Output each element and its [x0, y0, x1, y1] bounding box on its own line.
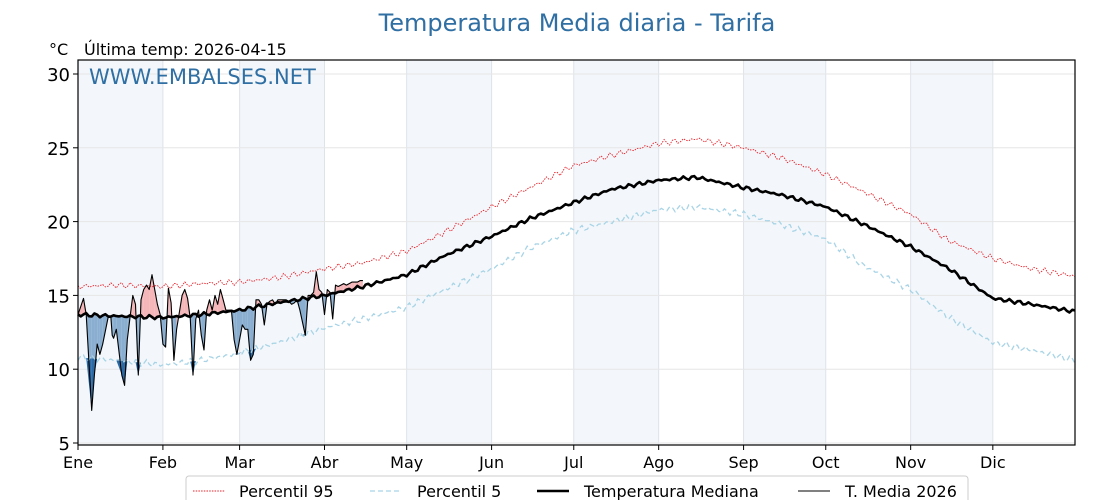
plot-frame: [77, 59, 1076, 446]
legend-label-median: Temperatura Mediana: [583, 482, 759, 500]
fill-below-p5: [299, 333, 306, 336]
fill-above-median: [340, 283, 344, 292]
x-tick-label: May: [390, 453, 423, 472]
fill-above-median: [351, 282, 355, 290]
x-tick-label: Jul: [563, 453, 583, 472]
x-tick-label: Ene: [63, 453, 93, 472]
series-line-p5: [77, 203, 1076, 368]
y-tick-label: 5: [59, 434, 70, 455]
y-tick-label: 30: [47, 65, 70, 86]
x-tick-label: Sep: [729, 453, 759, 472]
fill-below-p5: [234, 353, 237, 355]
x-tick-label: Feb: [149, 453, 177, 472]
y-tick-label: 15: [47, 286, 70, 307]
fill-above-median: [146, 285, 150, 318]
y-tick-label: 20: [47, 213, 70, 234]
fill-above-median: [182, 289, 185, 317]
month-shading-bands: [78, 60, 993, 445]
fill-below-p5: [86, 358, 92, 411]
fill-above-median: [154, 289, 158, 318]
grid-lines: [77, 60, 1075, 445]
fill-below-median: [236, 309, 243, 355]
fill-below-median: [162, 317, 166, 348]
x-tick-label: Nov: [895, 453, 926, 472]
legend-box: [185, 475, 969, 500]
legend-label-current: T. Media 2026: [844, 482, 957, 500]
series-line-p95: [77, 137, 1076, 290]
fill-below-median: [234, 310, 237, 355]
fill-above-median: [143, 285, 147, 318]
y-axis: 5 10 15 20 25 30: [47, 65, 78, 455]
legend: Percentil 95 Percentil 5 Temperatura Media…: [185, 475, 969, 500]
fill-below-median: [242, 309, 246, 330]
legend-label-p95: Percentil 95: [239, 482, 334, 500]
fill-above-median: [132, 295, 136, 317]
fill-above-median: [149, 274, 152, 318]
legend-label-p5: Percentil 5: [417, 482, 501, 500]
fill-above-median: [140, 289, 144, 317]
x-tick-label: Mar: [225, 453, 256, 472]
series-line-2026: [77, 271, 363, 412]
fill-below-p5: [121, 360, 125, 386]
fill-above-median: [360, 280, 363, 288]
month-band: [910, 60, 993, 445]
x-tick-label: Oct: [812, 453, 840, 472]
y-tick-label: 10: [47, 360, 70, 381]
fill-above-median: [168, 288, 172, 318]
fill-below-median: [245, 308, 248, 330]
month-band: [743, 60, 826, 445]
series-line-median: [77, 174, 1076, 321]
fill-above-median: [214, 295, 218, 314]
chart-title: Temperatura Media diaria - Tarifa: [378, 9, 776, 37]
x-tick-label: Ago: [643, 453, 674, 472]
x-tick-label: Dic: [980, 453, 1006, 472]
last-temp-label: Última temp: 2026-04-15: [84, 40, 287, 59]
x-axis: Ene Feb Mar Abr May Jun Jul Ago Sep Oct Nov Dic: [63, 445, 1006, 472]
fill-below-median: [99, 315, 103, 355]
x-tick-label: Jun: [478, 453, 504, 472]
y-tick-label: 25: [47, 139, 70, 160]
fill-below-p5: [236, 352, 243, 355]
fill-above-median: [184, 289, 188, 316]
unit-label: °C: [49, 40, 68, 59]
fill-above-median: [151, 274, 155, 318]
fill-below-median: [201, 314, 204, 351]
watermark: WWW.EMBALSES.NET: [89, 65, 316, 89]
fill-below-median: [299, 298, 306, 336]
x-tick-label: Abr: [311, 453, 339, 472]
fill-above-median: [220, 289, 224, 313]
fill-below-median: [112, 315, 114, 339]
series-lines: [77, 137, 1076, 412]
fill-below-median: [113, 315, 117, 339]
month-band: [239, 60, 325, 445]
fill-below-median: [250, 307, 254, 361]
month-band: [573, 60, 659, 445]
